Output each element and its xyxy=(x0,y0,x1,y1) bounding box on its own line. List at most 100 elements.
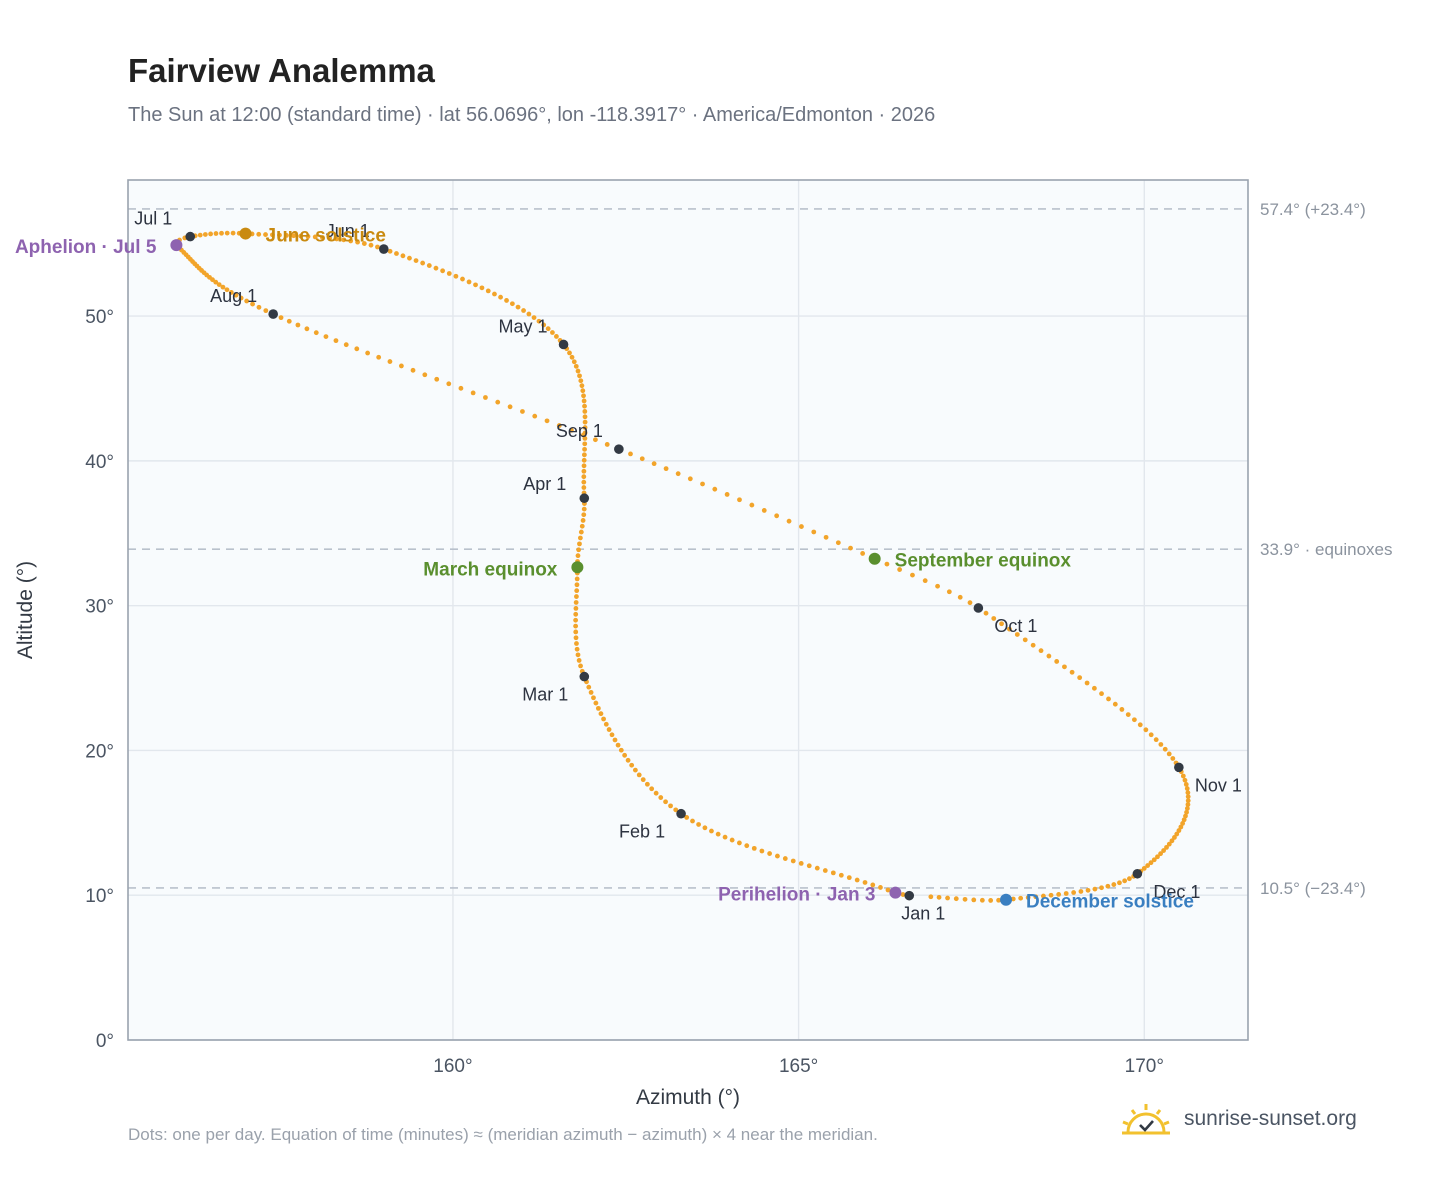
event-marker xyxy=(868,552,881,565)
daily-sun-dot xyxy=(420,260,426,266)
daily-sun-dot xyxy=(532,413,538,419)
daily-sun-dot xyxy=(618,747,624,753)
daily-sun-dot xyxy=(343,342,349,348)
y-tick-label: 30° xyxy=(85,597,114,618)
daily-sun-dot xyxy=(410,367,416,373)
daily-sun-dot xyxy=(991,616,997,621)
daily-sun-dot xyxy=(1170,756,1176,761)
daily-sun-dot xyxy=(1033,894,1039,900)
daily-sun-dot xyxy=(580,518,586,523)
daily-sun-dot xyxy=(601,716,606,722)
daily-sun-dot xyxy=(1183,782,1189,787)
daily-sun-dot xyxy=(1174,831,1180,837)
daily-sun-dot xyxy=(786,518,792,524)
daily-sun-dot xyxy=(636,772,642,778)
daily-sun-dot xyxy=(440,268,446,274)
daily-sun-dot xyxy=(910,572,915,578)
daily-sun-dot xyxy=(498,294,503,300)
daily-sun-dot xyxy=(790,858,796,864)
daily-sun-dot xyxy=(1182,777,1188,783)
daily-sun-dot xyxy=(544,418,550,424)
daily-sun-dot xyxy=(878,885,883,890)
daily-sun-dot xyxy=(578,378,584,384)
daily-sun-dot xyxy=(848,545,853,551)
daily-sun-dot xyxy=(603,721,609,727)
page-title: Fairview Analemma xyxy=(128,52,435,89)
daily-sun-dot xyxy=(1180,821,1186,826)
month-marker xyxy=(676,808,686,819)
daily-sun-dot xyxy=(582,441,588,447)
daily-sun-dot xyxy=(574,646,580,652)
daily-sun-dot xyxy=(504,298,509,303)
daily-sun-dot xyxy=(1111,882,1117,887)
daily-sun-dot xyxy=(651,461,657,467)
daily-sun-dot xyxy=(224,230,230,236)
daily-sun-dot xyxy=(521,308,526,313)
brand-name: sunrise-sunset.org xyxy=(1184,1107,1357,1130)
daily-sun-dot xyxy=(900,892,906,897)
daily-sun-dot xyxy=(811,529,817,535)
daily-sun-dot xyxy=(368,242,374,248)
daily-sun-dot xyxy=(1091,685,1097,691)
month-marker-label: Mar 1 xyxy=(522,685,568,705)
x-tick-label: 160° xyxy=(433,1056,472,1077)
daily-sun-dot xyxy=(1010,896,1016,902)
daily-sun-dot xyxy=(722,834,728,840)
daily-sun-dot xyxy=(673,807,679,813)
daily-sun-dot xyxy=(574,576,580,582)
month-markers: Jan 1 Feb 1 Mar 1 Apr 1 May 1 Jun 1 Jul 1 Aug 1… xyxy=(134,209,1242,924)
daily-sun-dot xyxy=(581,474,587,480)
daily-sun-dot xyxy=(1180,773,1186,779)
daily-sun-dot xyxy=(470,390,476,396)
daily-sun-dot xyxy=(313,330,319,336)
daily-sun-dot xyxy=(581,452,587,458)
daily-sun-dot xyxy=(953,896,959,902)
daily-sun-dot xyxy=(576,547,582,553)
daily-sun-dot xyxy=(426,263,432,268)
daily-sun-dot xyxy=(573,611,579,617)
daily-sun-dot xyxy=(628,451,633,457)
reference-line-label: 10.5° (−23.4°) xyxy=(1260,879,1366,898)
daily-sun-dot xyxy=(1046,653,1052,659)
daily-sun-dot xyxy=(1022,637,1028,643)
daily-sun-dot xyxy=(1137,722,1143,728)
y-tick-label: 20° xyxy=(85,741,114,762)
month-marker-label: Feb 1 xyxy=(619,822,665,842)
daily-sun-dot xyxy=(541,322,547,328)
daily-sun-dot xyxy=(579,523,585,529)
daily-sun-dot xyxy=(1166,751,1172,757)
event-label: Perihelion · Jan 3 xyxy=(718,885,875,906)
daily-sun-dot xyxy=(593,700,599,706)
daily-sun-dot xyxy=(702,825,708,831)
sun-checkmark-logo-icon xyxy=(1122,1104,1170,1135)
month-marker-label: Jul 1 xyxy=(134,209,172,229)
daily-sun-dot xyxy=(365,350,371,356)
daily-sun-dot xyxy=(1161,848,1167,853)
daily-sun-dot xyxy=(606,727,612,732)
daily-sun-dot xyxy=(897,567,903,572)
daily-sun-dot xyxy=(663,466,669,472)
daily-sun-dot xyxy=(806,863,812,869)
reference-lines: 57.4° (+23.4°) 33.9° · equinoxes 10.5° (−2… xyxy=(128,200,1393,898)
daily-sun-dot xyxy=(1158,742,1164,747)
daily-sun-dot xyxy=(658,795,664,800)
daily-sun-dot xyxy=(202,232,208,237)
month-marker xyxy=(973,603,984,613)
daily-sun-dot xyxy=(573,605,579,611)
daily-sun-dot xyxy=(1166,841,1172,847)
daily-sun-dot xyxy=(935,583,940,589)
daily-sun-dot xyxy=(582,446,587,452)
daily-sun-dot xyxy=(759,848,765,854)
daily-sun-dot xyxy=(263,308,269,314)
daily-sun-dot xyxy=(1038,648,1044,654)
daily-sun-dot xyxy=(571,359,577,365)
daily-sun-dot xyxy=(838,872,844,878)
daily-sun-dot xyxy=(1014,632,1020,637)
y-tick-label: 50° xyxy=(85,307,114,328)
daily-sun-dot xyxy=(640,777,646,783)
daily-sun-dot xyxy=(1119,707,1125,712)
month-marker xyxy=(614,444,624,454)
daily-sun-dot xyxy=(579,383,585,389)
daily-sun-dot xyxy=(598,711,604,717)
daily-sun-dot xyxy=(1155,854,1160,860)
